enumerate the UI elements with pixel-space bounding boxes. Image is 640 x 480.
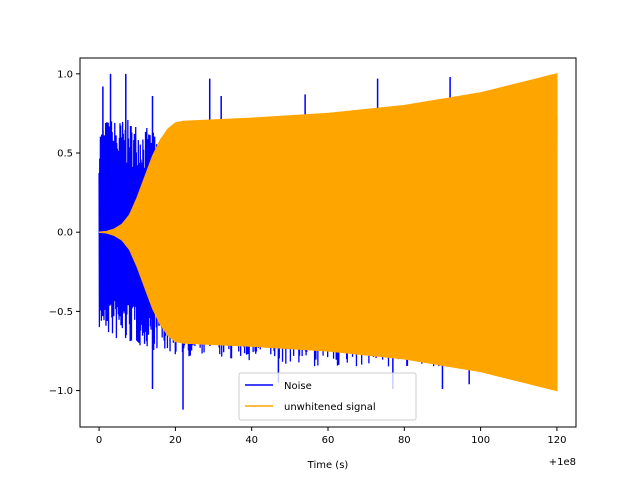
y-axis: −1.0 −0.5 0.0 0.5 1.0 [49, 69, 80, 397]
x-axis: 0 20 40 60 80 100 120 [96, 427, 566, 446]
y-tick-label-4: 1.0 [57, 69, 73, 80]
x-axis-label: Time (s) [307, 460, 349, 471]
x-tick-label-0: 0 [96, 435, 102, 446]
x-tick-label-6: 120 [547, 435, 566, 446]
x-tick-label-2: 40 [245, 435, 258, 446]
x-tick-label-5: 100 [471, 435, 490, 446]
x-tick-label-3: 60 [322, 435, 335, 446]
y-tick-label-1: −0.5 [49, 307, 73, 318]
x-tick-label-4: 80 [398, 435, 411, 446]
legend-box [238, 372, 417, 421]
legend-label-noise: Noise [284, 381, 312, 392]
x-offset-label: +1e8 [549, 457, 576, 468]
legend-label-unwhitened-signal: unwhitened signal [284, 402, 376, 413]
series-layer [98, 73, 558, 410]
x-tick-label-1: 20 [169, 435, 182, 446]
y-tick-label-0: −1.0 [49, 386, 73, 397]
legend: Noise unwhitened signal [238, 372, 417, 421]
series-unwhitened-signal-band [99, 73, 558, 392]
y-tick-label-2: 0.0 [57, 228, 73, 239]
y-tick-label-3: 0.5 [57, 149, 73, 160]
